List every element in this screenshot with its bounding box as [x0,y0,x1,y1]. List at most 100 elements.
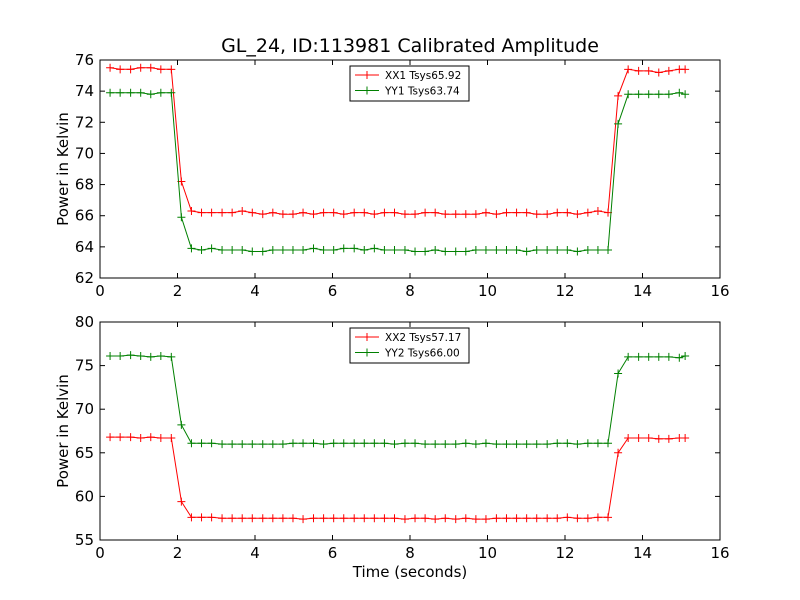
series-line-2 [110,92,686,253]
data-point [634,66,643,75]
plot-area [106,351,690,524]
data-point [207,439,216,448]
data-point [299,208,308,217]
data-point [268,208,277,217]
data-point [106,88,115,97]
data-point [543,245,552,254]
data-point [238,207,247,216]
data-point [411,514,420,523]
data-point [299,439,308,448]
series-line-1 [110,67,686,215]
data-point [593,207,602,216]
data-point [278,440,287,449]
data-point [106,433,115,442]
data-point [492,440,501,449]
data-point [156,88,165,97]
x-tick-label: 10 [478,544,497,562]
data-point [207,208,216,217]
data-point [451,210,460,219]
y-tick-label: 70 [75,400,94,418]
data-point [278,210,287,219]
data-point [411,439,420,448]
x-tick-label: 8 [405,282,415,300]
x-tick-label: 16 [710,544,729,562]
data-point [451,515,460,524]
data-point [471,440,480,449]
data-point [481,208,490,217]
data-point [350,208,359,217]
x-tick-label: 4 [250,544,260,562]
data-point [654,352,663,361]
data-point [126,65,135,74]
y-tick-label: 74 [75,82,94,100]
data-point [309,210,318,219]
data-point [502,208,511,217]
legend-label: YY1 Tsys63.74 [384,86,460,98]
data-point [319,514,328,523]
data-point [248,247,257,256]
data-point [319,208,328,217]
data-point [258,514,267,523]
x-tick-label: 0 [95,544,105,562]
data-point [390,245,399,254]
data-point [664,90,673,99]
data-point [451,247,460,256]
data-point [583,514,592,523]
data-point [288,245,297,254]
x-axis-label: Time (seconds) [352,563,468,581]
data-point [309,439,318,448]
data-point [390,208,399,217]
data-point [675,88,684,97]
data-point [116,88,125,97]
data-point [380,208,389,217]
data-point [309,244,318,253]
data-point [339,439,348,448]
data-point [350,514,359,523]
data-point [553,439,562,448]
data-point [228,208,237,217]
data-point [431,515,440,524]
data-point [268,440,277,449]
series-line-1 [110,436,686,520]
y-tick-label: 62 [75,269,94,287]
data-point [136,352,145,361]
data-point [492,245,501,254]
data-point [553,245,562,254]
x-tick-label: 8 [405,544,415,562]
data-point [563,439,572,448]
data-point [604,513,613,522]
data-point [370,210,379,219]
data-point [624,352,633,361]
data-point [258,210,267,219]
legend-box [349,65,470,102]
y-axis-label: Power in Kelvin [54,374,72,488]
data-point [248,514,257,523]
data-point [309,514,318,523]
x-tick-label: 10 [478,282,497,300]
data-point [218,208,227,217]
data-point [441,514,450,523]
data-point [664,66,673,75]
data-point [553,514,562,523]
data-point [146,63,155,72]
data-point [268,514,277,523]
y-tick-label: 66 [75,207,94,225]
data-point [512,440,521,449]
data-point [573,440,582,449]
data-point [329,439,338,448]
data-point [288,439,297,448]
data-point [471,210,480,219]
data-point [360,208,369,217]
data-point [681,352,690,361]
data-point [583,208,592,217]
data-point [421,208,430,217]
data-point [573,247,582,256]
data-point [664,434,673,443]
data-point [522,440,531,449]
data-point [522,514,531,523]
data-point [583,245,592,254]
data-point [197,513,206,522]
data-point [543,210,552,219]
data-point [167,433,176,442]
